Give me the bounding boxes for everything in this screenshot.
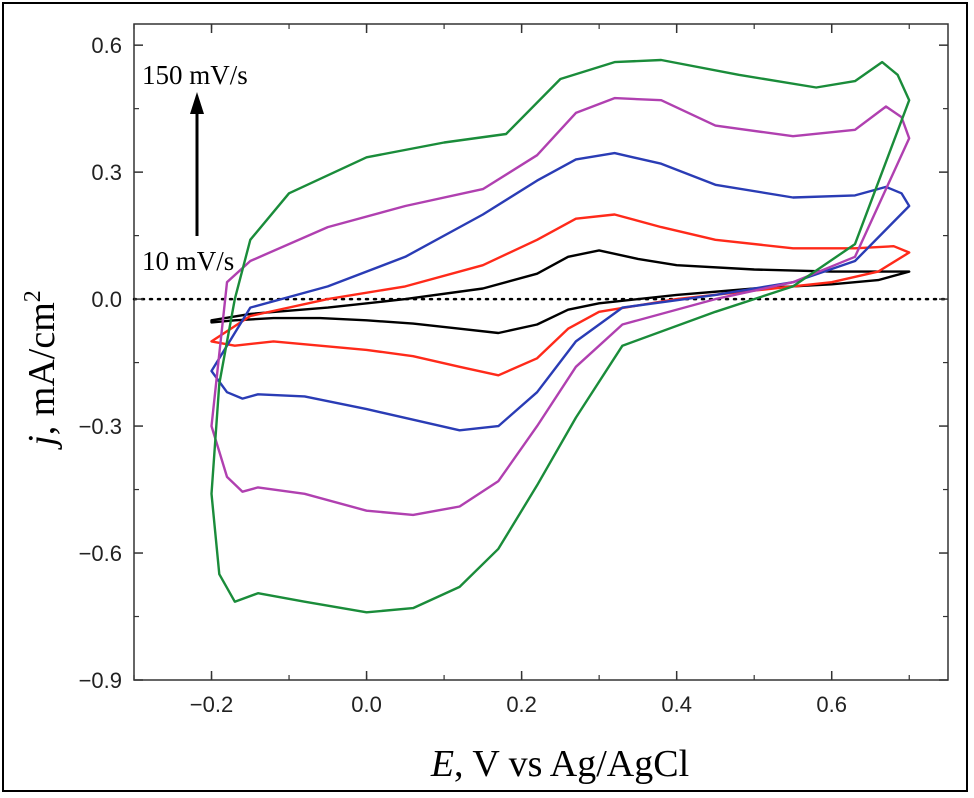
cv-chart: −0.2 0.0 0.2 0.4 0.6 0.6 0.3 0.0 −0.3 −0.6 −0.9 15… (20, 23, 950, 785)
cv-curve-5 (210, 58, 911, 614)
plot-area (133, 23, 949, 681)
y-axis-title-var: j (21, 435, 63, 451)
tick-layer: −0.2 0.0 0.2 0.4 0.6 0.6 0.3 0.0 −0.3 −0.6 −0.9 (79, 24, 948, 717)
x-tick-label: 0.0 (351, 692, 382, 717)
y-axis-title-sup: 2 (20, 290, 46, 302)
y-tick-label: −0.9 (79, 668, 122, 693)
cv-curve-1 (210, 249, 911, 335)
y-tick-label: 0.0 (91, 287, 122, 312)
x-axis-title-var: E (430, 743, 454, 785)
x-tick-label: 0.6 (816, 692, 847, 717)
x-axis-title: E, V vs Ag/AgCl (430, 743, 689, 785)
series-layer (210, 58, 911, 614)
y-axis-title: j, mA/cm2 (20, 290, 63, 451)
cv-curve-3 (210, 151, 911, 432)
x-tick-label: −0.2 (190, 692, 233, 717)
cv-curve-4 (210, 96, 911, 517)
x-tick-label: 0.2 (506, 692, 537, 717)
annotation-bottom: 10 mV/s (142, 246, 234, 276)
y-tick-label: 0.6 (91, 33, 122, 58)
scan-rate-arrow-head (190, 92, 204, 114)
y-tick-label: −0.3 (79, 414, 122, 439)
y-tick-label: −0.6 (79, 541, 122, 566)
annotation-layer: 150 mV/s 10 mV/s (142, 60, 248, 276)
x-tick-label: 0.4 (661, 692, 692, 717)
y-tick-label: 0.3 (91, 160, 122, 185)
x-axis-title-rest: , V vs Ag/AgCl (454, 743, 689, 785)
annotation-top: 150 mV/s (142, 60, 248, 90)
y-axis-title-rest: , mA/cm (21, 302, 63, 435)
cv-curve-2 (210, 213, 911, 377)
